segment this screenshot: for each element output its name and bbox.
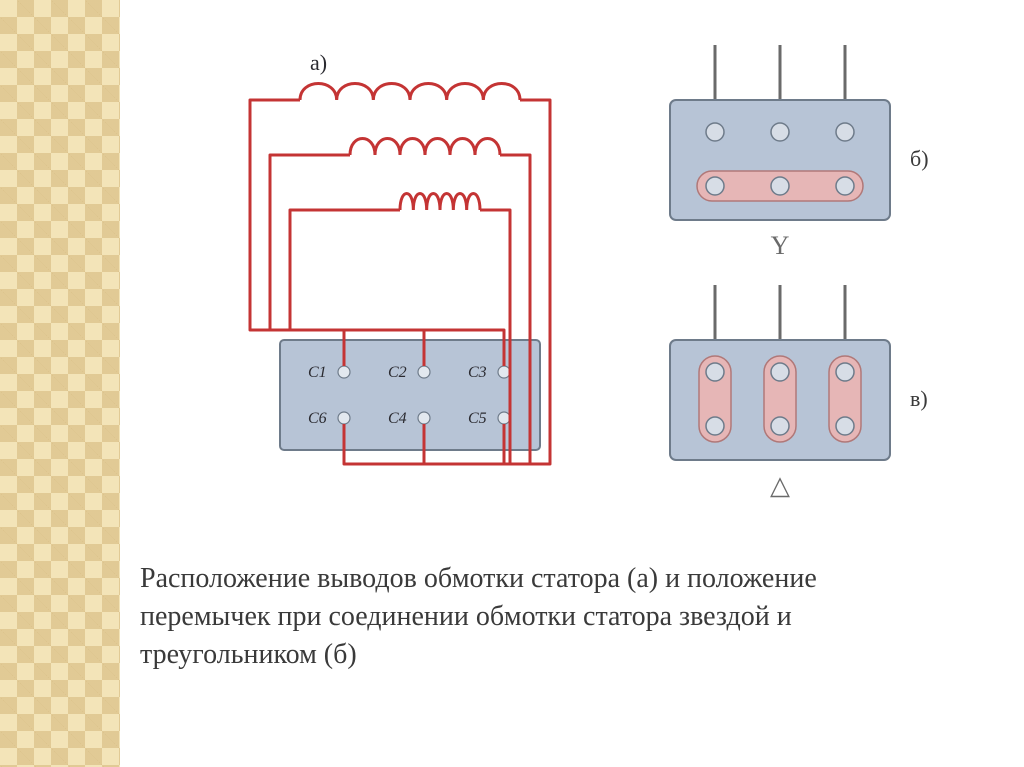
terminal-hole bbox=[771, 363, 789, 381]
terminal-block-a bbox=[280, 340, 540, 450]
figure-v: в) △ bbox=[670, 285, 928, 500]
terminal-hole bbox=[771, 123, 789, 141]
wire-top bbox=[270, 155, 424, 366]
connection-symbol: Y bbox=[771, 231, 790, 260]
terminal-hole bbox=[706, 123, 724, 141]
page: а) С1 С2 С3 С6 С4 С5 б) Yв) △ Расположение выводо… bbox=[0, 0, 1024, 767]
decorative-side-pattern bbox=[0, 0, 120, 767]
terminal-label: С2 bbox=[388, 364, 407, 381]
terminal-label: С3 bbox=[468, 364, 487, 381]
figure-a: а) С1 С2 С3 С6 С4 С5 bbox=[250, 50, 550, 464]
figure-area: а) С1 С2 С3 С6 С4 С5 б) Yв) △ bbox=[130, 20, 1000, 540]
terminal-label: С5 bbox=[468, 410, 487, 427]
figure-v-label: в) bbox=[910, 386, 928, 411]
terminal-hole bbox=[706, 363, 724, 381]
terminal-label: С6 bbox=[308, 410, 327, 427]
terminal-hole bbox=[338, 366, 350, 378]
terminal-hole bbox=[771, 417, 789, 435]
terminal-hole bbox=[418, 412, 430, 424]
terminal-hole bbox=[836, 123, 854, 141]
terminal-hole bbox=[836, 363, 854, 381]
figure-a-label: а) bbox=[310, 50, 327, 75]
wire-top bbox=[250, 100, 344, 366]
winding-coil bbox=[400, 194, 480, 211]
terminal-block-b bbox=[670, 100, 890, 220]
connection-symbol: △ bbox=[770, 471, 790, 500]
winding-coil bbox=[300, 84, 520, 101]
terminal-hole bbox=[338, 412, 350, 424]
diagram-svg: а) С1 С2 С3 С6 С4 С5 б) Yв) △ bbox=[130, 20, 1000, 540]
caption-text: Расположение выводов обмотки статора (а)… bbox=[140, 560, 880, 673]
terminal-hole bbox=[706, 417, 724, 435]
terminal-hole bbox=[836, 417, 854, 435]
terminal-label: С4 bbox=[388, 410, 407, 427]
terminal-hole bbox=[498, 366, 510, 378]
terminal-label: С1 bbox=[308, 364, 327, 381]
figure-b-label: б) bbox=[910, 146, 929, 171]
winding-coil bbox=[350, 139, 500, 156]
terminal-hole bbox=[418, 366, 430, 378]
terminal-hole bbox=[836, 177, 854, 195]
figure-b: б) Y bbox=[670, 45, 929, 260]
terminal-hole bbox=[498, 412, 510, 424]
terminal-hole bbox=[706, 177, 724, 195]
terminal-hole bbox=[771, 177, 789, 195]
